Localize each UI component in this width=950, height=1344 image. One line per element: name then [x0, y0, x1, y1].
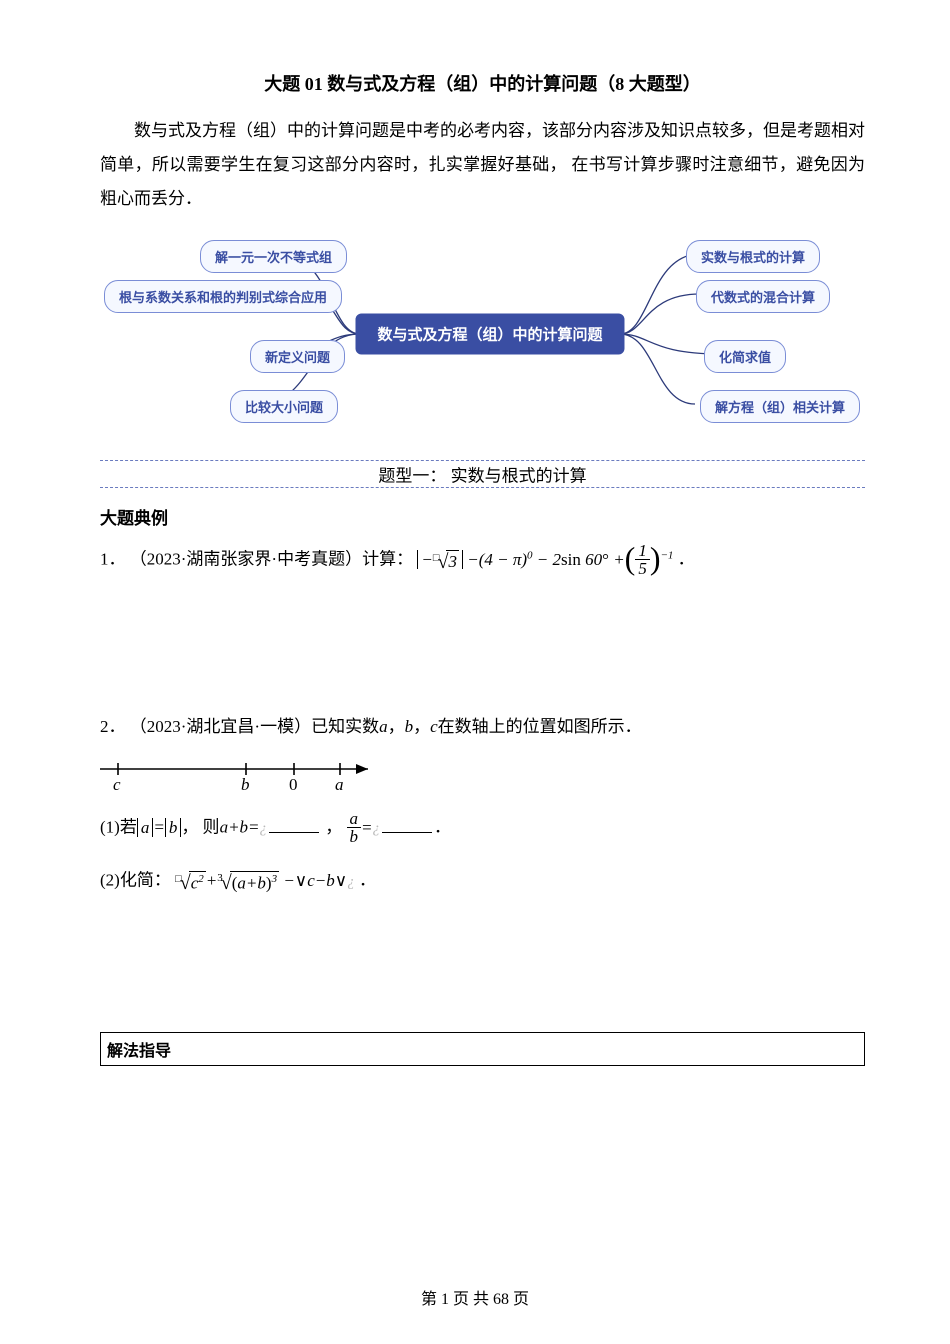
pg-total: 68 — [493, 1291, 509, 1308]
q2p1-cz2: ¿ — [373, 821, 381, 837]
mm-node-right-2: 化简求值 — [704, 340, 786, 373]
q2p2-b: b — [326, 871, 335, 890]
nl-label-b: b — [241, 775, 250, 795]
blank-2[interactable] — [382, 816, 432, 833]
section-divider: 题型一： 实数与根式的计算 — [100, 454, 865, 494]
mm-node-left-2: 新定义问题 — [250, 340, 345, 373]
q2p1-pre: (1)若 — [100, 818, 137, 837]
q2p2-r2e: 3 — [272, 873, 278, 885]
q1-expm1: −1 — [660, 549, 673, 561]
q1-deg: ° — [602, 550, 609, 569]
q2p1-eq: = — [153, 818, 164, 837]
mm-node-right-1: 代数式的混合计算 — [696, 280, 830, 313]
solution-guide-label: 解法指导 — [107, 1043, 171, 1060]
problem-1: 1． （2023·湖南张家界·中考真题）计算： −□√3 −(4 − π)0 −… — [100, 543, 865, 581]
q2p2-r1p: □ — [175, 869, 182, 890]
q2p1-cz1: ¿ — [260, 821, 268, 837]
q2p1-feq: = — [361, 818, 372, 837]
q1-minus2: − — [537, 550, 548, 569]
q1-formula: −□√3 −(4 − π)0 − 2sin 60° +(15)−1 — [417, 550, 677, 569]
q2p2-r2a: a — [237, 874, 246, 893]
q2p2-c: c — [307, 871, 315, 890]
q2p2-pre: (2)化简： — [100, 871, 175, 890]
q1-pi: π — [513, 550, 522, 569]
problem-2: 2． （2023·湖北宜昌·一模）已知实数a，b，c在数轴上的位置如图所示． — [100, 711, 865, 743]
q2p2-min2: − — [315, 871, 326, 890]
section-title: 题型一： 实数与根式的计算 — [378, 462, 586, 487]
solution-guide-box: 解法指导 — [100, 1032, 865, 1066]
pg-cur: 1 — [441, 1291, 449, 1308]
q2p1-absb: b — [165, 818, 182, 837]
pg-mid: 页 共 — [449, 1291, 493, 1308]
q1-radval: 3 — [446, 550, 459, 573]
q1-fd: 5 — [635, 560, 650, 577]
q2p1-fd: b — [347, 828, 362, 845]
page-number: 第 1 页 共 68 页 — [421, 1285, 529, 1309]
mm-node-right-0: 实数与根式的计算 — [686, 240, 820, 273]
q1-fn: 1 — [635, 542, 650, 560]
q1-minpi: − — [497, 550, 508, 569]
q2p2-period: ． — [359, 871, 376, 890]
q2-a: a — [379, 717, 388, 736]
q2p2-plus1: + — [206, 871, 217, 890]
q2p1-apb: a+b= — [220, 818, 260, 837]
pg-prefix: 第 — [421, 1291, 441, 1308]
q1-two: 2 — [553, 550, 562, 569]
q2-num: 2． — [100, 717, 126, 736]
nl-label-0: 0 — [289, 775, 298, 795]
q2-c2: ， — [413, 717, 430, 736]
q2p2-min: − — [283, 871, 294, 890]
q2p2-r2b: b — [257, 874, 266, 893]
q2-source: （2023·湖北宜昌·一模）已知实数 — [130, 717, 379, 736]
q1-minus1: − — [467, 550, 478, 569]
q1-radpre: □ — [433, 548, 440, 569]
mindmap-diagram: 数与式及方程（组）中的计算问题 解一元一次不等式组 根与系数关系和根的判别式综合… — [100, 234, 880, 434]
mm-node-left-0: 解一元一次不等式组 — [200, 240, 347, 273]
q2p2-cz: ¿ — [347, 874, 355, 890]
mindmap-center-node: 数与式及方程（组）中的计算问题 — [355, 314, 624, 355]
q1-60: 60 — [585, 550, 602, 569]
q2p1-period: ． — [434, 818, 451, 837]
pg-suffix: 页 — [509, 1291, 529, 1308]
q1-exp0: 0 — [527, 549, 533, 561]
numberline-diagram: c b 0 a — [100, 753, 380, 797]
q2p1-comma: ， — [321, 818, 342, 837]
q2p1-absa: a — [137, 818, 154, 837]
mm-node-left-3: 比较大小问题 — [230, 390, 338, 423]
nl-label-a: a — [335, 775, 344, 795]
mm-node-left-1: 根与系数关系和根的判别式综合应用 — [104, 280, 342, 313]
q2p1-fn: a — [347, 810, 362, 828]
q2p2-or1: ∨ — [295, 871, 307, 890]
subhead-examples: 大题典例 — [100, 504, 865, 529]
q1-num: 1． — [100, 550, 126, 569]
q1-plus: + — [613, 550, 624, 569]
q2p2-r2p: 3 — [217, 868, 223, 889]
q1-4: 4 — [484, 550, 493, 569]
q2-b: b — [405, 717, 414, 736]
q2-c: c — [430, 717, 438, 736]
page-title: 大题 01 数与式及方程（组）中的计算问题（8 大题型） — [100, 70, 865, 96]
q1-source: （2023·湖南张家界·中考真题）计算： — [130, 550, 413, 569]
intro-paragraph: 数与式及方程（组）中的计算问题是中考的必考内容，该部分内容涉及知识点较多，但是考… — [100, 114, 865, 216]
q2p2-r2pl: + — [246, 874, 257, 893]
q1-period: ． — [678, 550, 695, 569]
q2p1-mid: ， 则 — [181, 818, 219, 837]
q2p2-or2: ∨ — [335, 871, 347, 890]
q1-sin: sin — [561, 550, 581, 569]
problem-2-part1: (1)若a=b， 则a+b=¿ ， ab=¿． — [100, 811, 865, 846]
nl-label-c: c — [113, 775, 121, 795]
q2-c1: ， — [388, 717, 405, 736]
blank-1[interactable] — [269, 816, 319, 833]
q1-neg: − — [421, 550, 432, 569]
problem-2-part2: (2)化简： □√c2+3√(a+b)3 −∨c−b∨¿ ． — [100, 864, 865, 902]
mm-node-right-3: 解方程（组）相关计算 — [700, 390, 860, 423]
q2p2-r1e: 2 — [198, 873, 204, 885]
q2-tail: 在数轴上的位置如图所示． — [438, 717, 642, 736]
